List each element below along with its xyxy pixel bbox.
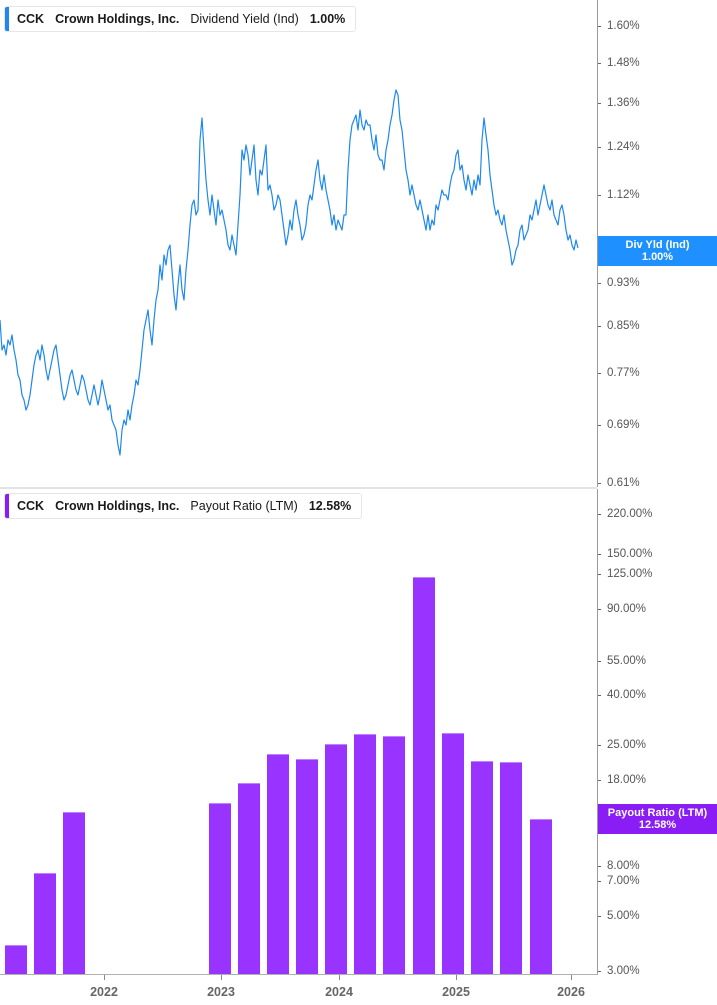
bar[interactable] <box>63 812 85 974</box>
y-tick-label: 3.00% <box>607 965 640 977</box>
legend-value: 1.00% <box>309 12 346 26</box>
bar[interactable] <box>471 761 493 974</box>
y-tick-mark <box>598 483 601 484</box>
series-color-swatch <box>5 494 9 518</box>
panel-separator[interactable] <box>0 487 597 489</box>
y-tick-mark <box>598 916 601 917</box>
y-tick-mark <box>598 881 601 882</box>
dividend-yield-line <box>0 89 579 456</box>
y-tick-label: 7.00% <box>607 875 640 887</box>
y-tick-label: 0.61% <box>607 477 640 489</box>
legend-ticker: CCK <box>17 12 45 26</box>
legend-company: Crown Holdings, Inc. <box>55 12 180 26</box>
y-tick-mark <box>598 695 601 696</box>
bar[interactable] <box>5 945 27 974</box>
y-tick-label: 125.00% <box>607 568 653 580</box>
y-tick-label: 1.12% <box>607 189 640 201</box>
bar[interactable] <box>34 873 56 974</box>
y-tick-mark <box>598 745 601 746</box>
y-tick-label: 150.00% <box>607 548 653 560</box>
x-tick-mark <box>339 975 340 980</box>
payout-ratio-y-axis <box>597 489 598 975</box>
y-tick-label: 8.00% <box>607 860 640 872</box>
x-tick-label: 2022 <box>90 985 118 999</box>
y-tick-label: 1.48% <box>607 57 640 69</box>
bar[interactable] <box>325 744 347 974</box>
legend-company: Crown Holdings, Inc. <box>55 499 180 513</box>
x-tick-label: 2025 <box>442 985 470 999</box>
legend-metric: Dividend Yield (Ind) <box>190 12 299 26</box>
bar[interactable] <box>354 734 376 974</box>
y-tick-label: 0.93% <box>607 277 640 289</box>
y-tick-mark <box>598 514 601 515</box>
x-tick-label: 2024 <box>325 985 353 999</box>
dividend-yield-y-axis <box>597 0 598 487</box>
y-tick-mark <box>598 554 601 555</box>
dividend-yield-line-chart[interactable] <box>0 0 597 487</box>
y-tick-label: 40.00% <box>607 689 647 701</box>
y-tick-mark <box>598 147 601 148</box>
dividend-yield-panel: CCK Crown Holdings, Inc. Dividend Yield … <box>0 0 717 487</box>
bar[interactable] <box>500 762 522 974</box>
y-tick-mark <box>598 103 601 104</box>
y-tick-label: 220.00% <box>607 508 653 520</box>
y-tick-mark <box>598 574 601 575</box>
y-tick-mark <box>598 425 601 426</box>
y-tick-mark <box>598 26 601 27</box>
y-tick-label: 18.00% <box>607 774 647 786</box>
bar[interactable] <box>209 803 231 974</box>
y-tick-label: 0.77% <box>607 367 640 379</box>
bar[interactable] <box>267 754 289 974</box>
badge-label: Payout Ratio (LTM) <box>607 807 708 819</box>
x-axis-line <box>0 974 598 975</box>
y-tick-mark <box>598 971 601 972</box>
badge-label: Div Yld (Ind) <box>625 239 690 251</box>
bar[interactable] <box>238 783 260 974</box>
y-tick-mark <box>598 373 601 374</box>
y-tick-label: 1.60% <box>607 20 640 32</box>
x-tick-mark <box>571 975 572 980</box>
y-tick-label: 0.85% <box>607 320 640 332</box>
y-tick-mark <box>598 609 601 610</box>
badge-value: 12.58% <box>638 819 677 831</box>
x-tick-label: 2023 <box>207 985 235 999</box>
y-tick-mark <box>598 780 601 781</box>
y-tick-mark <box>598 326 601 327</box>
payout-ratio-legend[interactable]: CCK Crown Holdings, Inc. Payout Ratio (L… <box>4 493 363 519</box>
y-tick-mark <box>598 661 601 662</box>
x-tick-label: 2026 <box>557 985 585 999</box>
y-tick-mark <box>598 283 601 284</box>
y-tick-label: 55.00% <box>607 655 647 667</box>
bar[interactable] <box>296 759 318 974</box>
y-tick-label: 0.69% <box>607 419 640 431</box>
badge-value: 1.00% <box>641 251 674 263</box>
y-tick-label: 5.00% <box>607 910 640 922</box>
bar[interactable] <box>442 733 464 974</box>
x-tick-mark <box>104 975 105 980</box>
y-tick-mark <box>598 866 601 867</box>
y-tick-label: 90.00% <box>607 603 647 615</box>
series-color-swatch <box>5 7 9 31</box>
bar[interactable] <box>530 819 552 974</box>
legend-value: 12.58% <box>308 499 352 513</box>
x-tick-mark <box>221 975 222 980</box>
payout-ratio-current-badge: Payout Ratio (LTM) 12.58% <box>598 804 717 834</box>
y-tick-label: 25.00% <box>607 739 647 751</box>
legend-metric: Payout Ratio (LTM) <box>190 499 298 513</box>
dividend-yield-legend[interactable]: CCK Crown Holdings, Inc. Dividend Yield … <box>4 6 357 32</box>
y-tick-label: 1.36% <box>607 97 640 109</box>
y-tick-label: 1.24% <box>607 141 640 153</box>
x-tick-mark <box>456 975 457 980</box>
bar[interactable] <box>383 736 405 974</box>
payout-ratio-panel: CCK Crown Holdings, Inc. Payout Ratio (L… <box>0 489 717 1005</box>
y-tick-mark <box>598 195 601 196</box>
legend-ticker: CCK <box>17 499 45 513</box>
y-tick-mark <box>598 63 601 64</box>
dividend-yield-current-badge: Div Yld (Ind) 1.00% <box>598 236 717 266</box>
bar[interactable] <box>413 577 435 974</box>
